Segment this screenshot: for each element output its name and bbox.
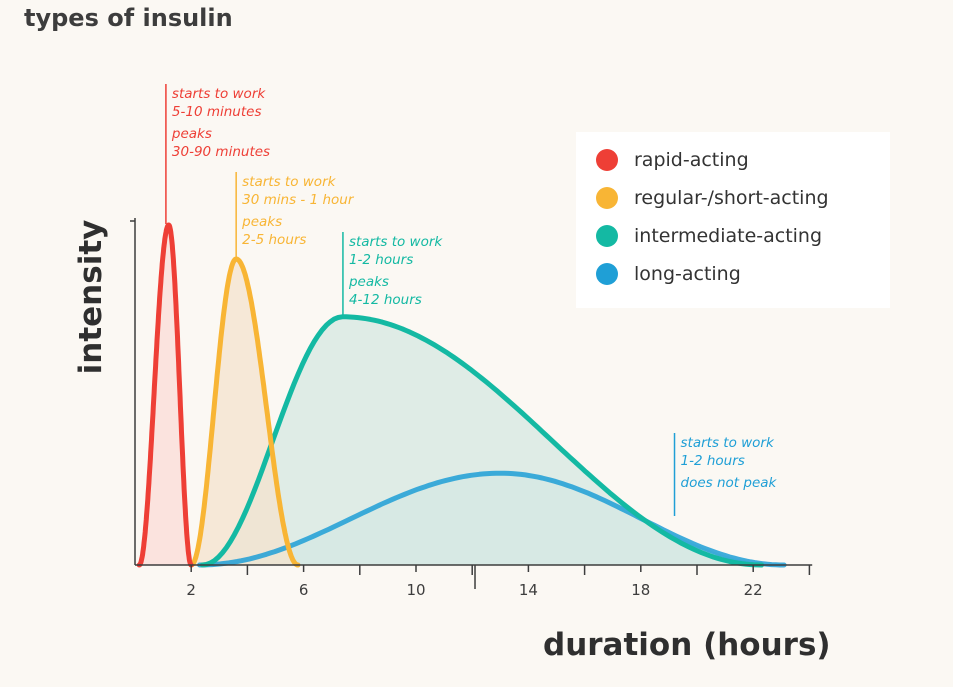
y-axis-title: intensity bbox=[73, 220, 109, 375]
curve-long bbox=[197, 470, 787, 568]
x-tick-label-6: 6 bbox=[299, 581, 309, 599]
annotation-regular-line-2: peaks bbox=[241, 214, 282, 230]
legend-label-rapid: rapid-acting bbox=[634, 149, 749, 171]
x-tick-label-22: 22 bbox=[744, 581, 763, 599]
annotation-regular-line-3: 2-5 hours bbox=[242, 232, 306, 248]
legend-label-long: long-acting bbox=[634, 263, 741, 285]
x-tick-label-10: 10 bbox=[406, 581, 425, 599]
x-tick-label-2: 2 bbox=[186, 581, 196, 599]
legend-dot-intermediate bbox=[596, 225, 618, 247]
legend-item-rapid: rapid-acting bbox=[596, 149, 749, 171]
curve-rapid bbox=[136, 222, 194, 568]
page-title: types of insulin bbox=[24, 4, 233, 32]
annotation-rapid-line-2: peaks bbox=[171, 126, 212, 142]
annotation-intermediate-line-3: 4-12 hours bbox=[349, 292, 422, 308]
legend-label-regular: regular-/short-acting bbox=[634, 187, 829, 209]
annotation-intermediate-line-1: 1-2 hours bbox=[349, 252, 413, 268]
axes: 2 6 10 14 18 22 bbox=[130, 218, 813, 599]
x-tick-label-18: 18 bbox=[631, 581, 650, 599]
annotation-rapid-line-0: starts to work bbox=[172, 86, 266, 102]
area-regular bbox=[191, 259, 298, 565]
legend-item-regular: regular-/short-acting bbox=[596, 187, 829, 209]
curve-lines bbox=[136, 222, 787, 568]
annotation-long-line-2: does not peak bbox=[681, 475, 778, 491]
legend-dot-rapid bbox=[596, 149, 618, 171]
curve-intermediate bbox=[199, 314, 765, 568]
legend-label-intermediate: intermediate-acting bbox=[634, 225, 823, 247]
legend-item-long: long-acting bbox=[596, 263, 741, 285]
legend-dot-long bbox=[596, 263, 618, 285]
annotation-intermediate-line-0: starts to work bbox=[349, 234, 443, 250]
curve-regular bbox=[188, 256, 301, 568]
legend-item-intermediate: intermediate-acting bbox=[596, 225, 822, 247]
x-axis-title: duration (hours) bbox=[543, 627, 831, 663]
legend-dot-regular bbox=[596, 187, 618, 209]
x-tick-label-14: 14 bbox=[519, 581, 538, 599]
legend: rapid-acting regular-/short-acting inter… bbox=[576, 132, 890, 308]
annotation-intermediate-line-2: peaks bbox=[348, 274, 389, 290]
annotation-regular-line-0: starts to work bbox=[242, 174, 336, 190]
area-rapid bbox=[139, 225, 192, 565]
annotation-long-line-1: 1-2 hours bbox=[681, 453, 745, 469]
annotation-rapid-line-1: 5-10 minutes bbox=[172, 104, 262, 120]
annotation-regular-line-1: 30 mins - 1 hour bbox=[242, 192, 355, 208]
annotations: starts to work 5-10 minutes peaks 30-90 min… bbox=[165, 84, 778, 516]
annotation-long-line-0: starts to work bbox=[681, 435, 775, 451]
annotation-rapid-line-3: 30-90 minutes bbox=[172, 144, 270, 160]
